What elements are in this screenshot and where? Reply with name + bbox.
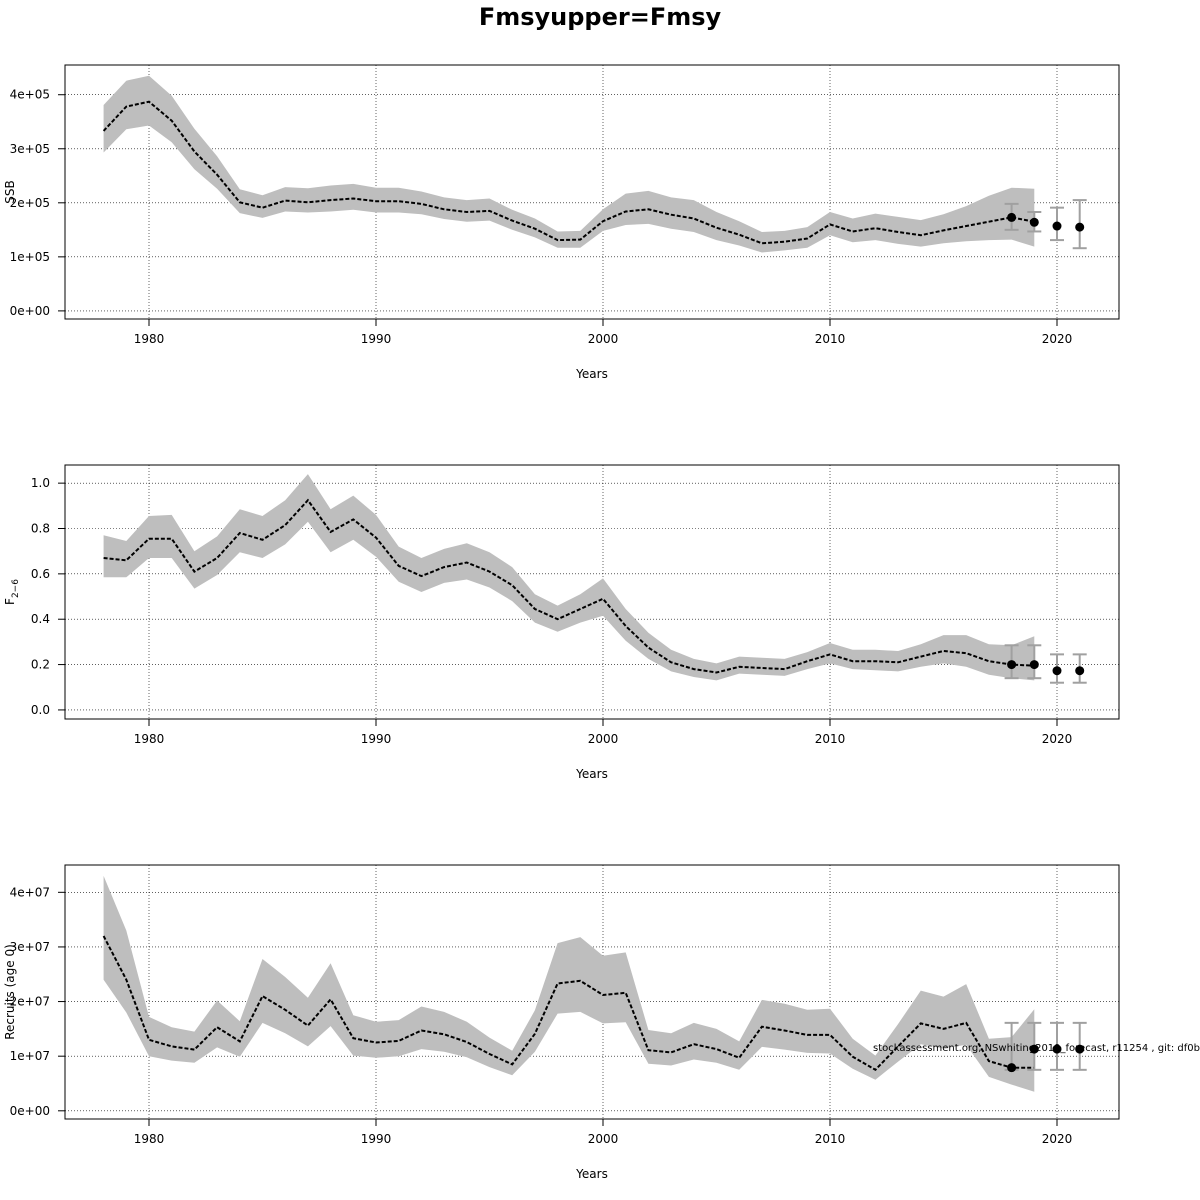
recruits-confidence-band [103,875,1035,1092]
x-tick-label: 2000 [588,1132,619,1146]
ssb-estimate-line [102,100,1035,245]
ssb-plot-frame [64,64,1120,320]
x-tick-label: 2000 [588,332,619,346]
f-x-axis-label: Years [575,767,608,781]
recruits-forecast-point [1029,1044,1039,1054]
y-tick-label: 2e+07 [10,995,50,1009]
y-tick-label: 1.0 [31,476,50,490]
x-tick-label: 2000 [588,732,619,746]
y-tick-label: 4e+05 [10,88,50,102]
x-tick-label: 1980 [134,332,165,346]
recruits-forecast-point [1052,1044,1062,1054]
recruits-y-axis-label: Recruits (age 0) [3,944,17,1040]
x-tick-label: 2020 [1042,332,1073,346]
x-tick-label: 1990 [361,1132,392,1146]
y-tick-label: 2e+05 [10,196,50,210]
f-forecast-point [1029,660,1039,670]
x-tick-label: 2010 [815,1132,846,1146]
ssb-x-axis-label: Years [575,367,608,381]
x-tick-label: 2020 [1042,732,1073,746]
recruits-forecast-point [1075,1044,1085,1054]
f-plot-frame [64,464,1120,720]
x-tick-label: 2020 [1042,1132,1073,1146]
x-tick-label: 2010 [815,332,846,346]
recruits-plot-frame [64,864,1120,1120]
f-y-axis-label-subscript: 2−6 [11,579,21,598]
f-forecast-point [1007,660,1017,670]
chart-title: Fmsyupper=Fmsy [478,3,722,31]
y-tick-label: 1e+07 [10,1049,50,1063]
f-forecast-point [1052,666,1062,676]
x-tick-label: 2010 [815,732,846,746]
f-y-axis-label: F2−6 [3,579,21,605]
y-tick-label: 0.6 [31,567,50,581]
y-tick-label: 3e+05 [10,142,50,156]
ssb-confidence-band [103,75,1035,253]
recruits-estimate-line [102,935,1035,1072]
ssb-forecast-point [1007,212,1017,222]
x-tick-label: 1980 [134,732,165,746]
y-tick-label: 0e+00 [10,1104,50,1118]
f-confidence-band [103,474,1035,681]
f-estimate-line [103,498,1035,674]
credit-text: stockassessment.org, NSwhiting2019_forec… [873,1043,1200,1054]
y-tick-label: 0e+00 [10,304,50,318]
y-tick-label: 0.8 [31,522,50,536]
ssb-forecast-point [1029,217,1039,227]
x-tick-label: 1990 [361,332,392,346]
y-tick-label: 0.2 [31,658,50,672]
panel-f: 1980 1990 2000 2010 2020 0.0 0.2 0.4 0.6 0.8 1.0 Ye… [3,464,1120,781]
ssb-y-axis-label: SSB [3,180,17,203]
y-tick-label: 0.4 [31,612,50,626]
ssb-forecast-point [1075,222,1085,232]
panel-ssb: 1980 1990 2000 2010 2020 0e+00 1e+05 2e+05 3e+05… [3,64,1120,381]
x-tick-label: 1990 [361,732,392,746]
ssb-forecast-point [1052,221,1062,231]
f-forecast-point [1075,666,1085,676]
y-tick-label: 0.0 [31,703,50,717]
y-tick-label: 1e+05 [10,250,50,264]
panel-recruits: 1980 1990 2000 2010 2020 0e+00 1e+07 2e+07 3e+07… [3,864,1120,1181]
x-tick-label: 1980 [134,1132,165,1146]
recruits-forecast-point [1007,1063,1017,1073]
y-tick-label: 4e+07 [10,885,50,899]
y-tick-label: 3e+07 [10,940,50,954]
recruits-x-axis-label: Years [575,1167,608,1181]
